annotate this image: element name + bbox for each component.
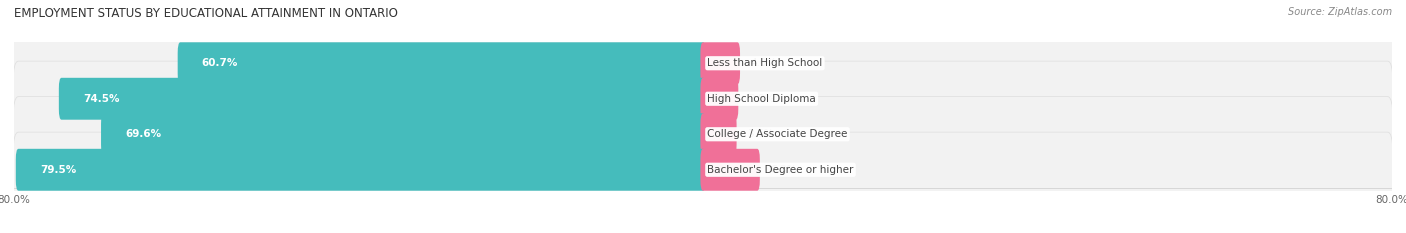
FancyBboxPatch shape <box>13 61 1393 136</box>
Text: 3.8%: 3.8% <box>748 94 775 104</box>
Text: 79.5%: 79.5% <box>39 165 76 175</box>
FancyBboxPatch shape <box>13 97 1393 172</box>
FancyBboxPatch shape <box>59 78 706 120</box>
Text: Less than High School: Less than High School <box>707 58 823 68</box>
Text: High School Diploma: High School Diploma <box>707 94 815 104</box>
FancyBboxPatch shape <box>177 42 706 84</box>
Text: 74.5%: 74.5% <box>83 94 120 104</box>
Text: College / Associate Degree: College / Associate Degree <box>707 129 848 139</box>
FancyBboxPatch shape <box>700 42 740 84</box>
FancyBboxPatch shape <box>101 113 706 155</box>
FancyBboxPatch shape <box>13 26 1393 101</box>
FancyBboxPatch shape <box>700 149 759 191</box>
FancyBboxPatch shape <box>15 149 706 191</box>
Text: Bachelor's Degree or higher: Bachelor's Degree or higher <box>707 165 853 175</box>
FancyBboxPatch shape <box>13 132 1393 207</box>
FancyBboxPatch shape <box>700 78 738 120</box>
Text: 3.6%: 3.6% <box>747 129 773 139</box>
Text: 6.3%: 6.3% <box>770 165 797 175</box>
Text: 60.7%: 60.7% <box>202 58 238 68</box>
Text: Source: ZipAtlas.com: Source: ZipAtlas.com <box>1288 7 1392 17</box>
Text: 4.0%: 4.0% <box>751 58 776 68</box>
FancyBboxPatch shape <box>700 113 737 155</box>
Text: 69.6%: 69.6% <box>125 129 162 139</box>
Text: EMPLOYMENT STATUS BY EDUCATIONAL ATTAINMENT IN ONTARIO: EMPLOYMENT STATUS BY EDUCATIONAL ATTAINM… <box>14 7 398 20</box>
